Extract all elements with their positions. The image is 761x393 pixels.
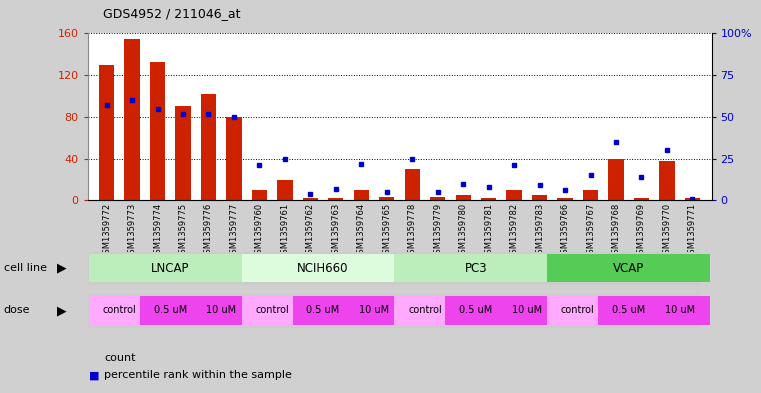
Bar [481,198,496,200]
Text: 0.5 uM: 0.5 uM [307,305,339,316]
Bar [558,198,573,200]
Bar [634,198,649,200]
Text: NCIH660: NCIH660 [298,262,349,275]
Bar [598,296,659,325]
Bar [430,197,445,200]
Text: LNCAP: LNCAP [151,262,189,275]
Bar [685,198,700,200]
Bar [394,254,558,282]
Bar [547,254,710,282]
Text: PC3: PC3 [465,262,487,275]
Bar [99,65,114,200]
Bar [303,198,318,200]
Bar [201,94,216,200]
Text: 10 uM: 10 uM [359,305,389,316]
Text: cell line: cell line [4,263,47,273]
Bar [532,195,547,200]
Bar [445,296,507,325]
Text: percentile rank within the sample: percentile rank within the sample [104,370,292,380]
Bar [456,195,471,200]
Bar [659,161,674,200]
Bar [394,296,456,325]
Text: dose: dose [4,305,30,316]
Text: 0.5 uM: 0.5 uM [154,305,187,316]
Bar [175,107,191,200]
Text: VCAP: VCAP [613,262,645,275]
Text: 10 uM: 10 uM [206,305,237,316]
Bar [241,254,405,282]
Bar [89,296,150,325]
Bar [241,296,303,325]
Text: control: control [408,305,442,316]
Text: 10 uM: 10 uM [512,305,542,316]
Bar [89,254,252,282]
Bar [649,296,710,325]
Bar [405,169,420,200]
Bar [277,180,292,200]
Bar [150,62,165,200]
Bar [252,190,267,200]
Bar [608,159,624,200]
Bar [507,190,522,200]
Bar [328,198,343,200]
Text: ▶: ▶ [57,262,67,275]
Text: ▶: ▶ [57,304,67,317]
Bar [354,190,369,200]
Bar [292,296,354,325]
Bar [125,39,140,200]
Text: 0.5 uM: 0.5 uM [460,305,492,316]
Text: count: count [104,353,135,363]
Text: control: control [255,305,289,316]
Text: 10 uM: 10 uM [664,305,695,316]
Bar [140,296,201,325]
Bar [191,296,252,325]
Text: control: control [103,305,136,316]
Bar [226,117,241,200]
Text: GDS4952 / 211046_at: GDS4952 / 211046_at [103,7,240,20]
Text: control: control [561,305,594,316]
Text: ■: ■ [89,370,100,380]
Bar [379,197,394,200]
Bar [343,296,405,325]
Bar [547,296,608,325]
Bar [496,296,558,325]
Bar [583,190,598,200]
Text: 0.5 uM: 0.5 uM [612,305,645,316]
